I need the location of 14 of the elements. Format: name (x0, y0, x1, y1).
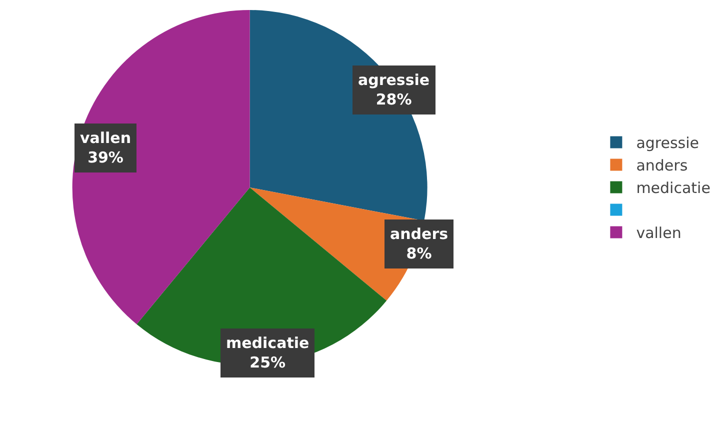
data-label: 39% (88, 148, 124, 166)
legend-label: vallen (636, 224, 682, 242)
legend-label: anders (636, 156, 688, 175)
legend-label: agressie (636, 134, 700, 152)
data-label: 8% (406, 244, 432, 262)
data-label: 28% (376, 90, 412, 108)
pie-slice (250, 10, 427, 221)
slice-label: agressie (358, 71, 430, 89)
slice-label: vallen (80, 129, 132, 147)
pie-slice (72, 10, 250, 324)
slice-label: anders (390, 225, 448, 243)
legend-label: medicatie (636, 179, 710, 198)
data-label: 25% (250, 354, 286, 372)
slice-label: medicatie (226, 334, 310, 352)
